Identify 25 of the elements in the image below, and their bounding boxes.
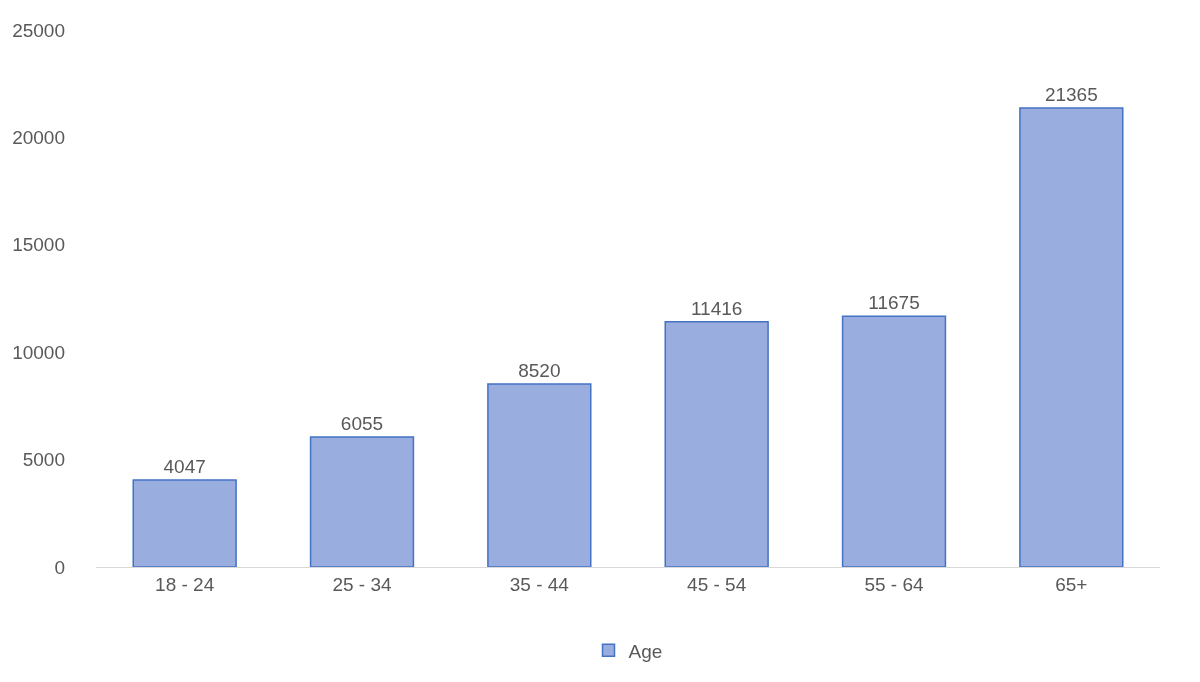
x-tick-label: 45 - 54 xyxy=(687,573,747,595)
x-tick-label: 18 - 24 xyxy=(155,573,215,595)
y-tick-label: 25000 xyxy=(12,19,65,41)
bar xyxy=(664,321,769,567)
y-tick-label: 15000 xyxy=(12,234,65,256)
x-tick-label: 55 - 64 xyxy=(864,573,925,595)
data-label: 11416 xyxy=(690,297,743,319)
data-label: 8520 xyxy=(518,359,561,381)
data-label: 21365 xyxy=(1044,84,1098,106)
y-tick-label: 20000 xyxy=(12,127,65,149)
legend-label: Age xyxy=(628,640,663,662)
x-tick-label: 65+ xyxy=(1055,573,1088,595)
data-label: 4047 xyxy=(163,456,206,478)
bar xyxy=(841,315,947,567)
y-tick-label: 10000 xyxy=(12,341,65,363)
data-label: 6055 xyxy=(340,412,384,434)
bar xyxy=(487,383,592,567)
y-tick-label: 0 xyxy=(54,556,65,578)
bar xyxy=(1019,107,1124,567)
x-tick-label: 35 - 44 xyxy=(509,573,570,595)
bar xyxy=(309,436,415,567)
data-label: 11675 xyxy=(868,292,920,314)
y-tick-label: 5000 xyxy=(22,449,65,471)
bar xyxy=(132,479,237,567)
x-tick-label: 25 - 34 xyxy=(332,573,393,595)
